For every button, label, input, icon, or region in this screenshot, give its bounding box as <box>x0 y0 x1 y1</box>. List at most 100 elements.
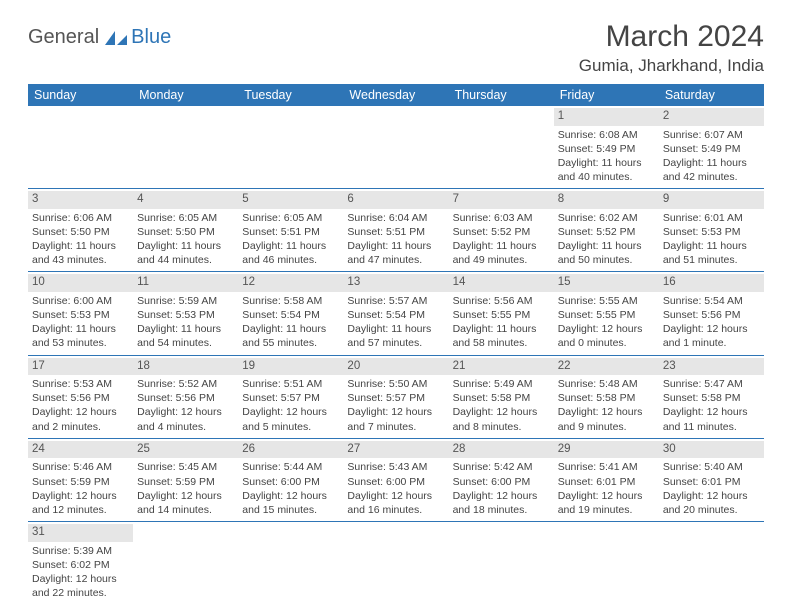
sunrise-text: Sunrise: 5:40 AM <box>663 460 760 474</box>
day-number: 8 <box>554 191 659 209</box>
sunset-text: Sunset: 5:54 PM <box>347 308 444 322</box>
daylight-text: Daylight: 12 hours and 20 minutes. <box>663 489 760 517</box>
sunrise-text: Sunrise: 5:41 AM <box>558 460 655 474</box>
daylight-text: Daylight: 11 hours and 40 minutes. <box>558 156 655 184</box>
day-number: 9 <box>659 191 764 209</box>
calendar-day-cell: 3Sunrise: 6:06 AMSunset: 5:50 PMDaylight… <box>28 189 133 272</box>
calendar-day-cell <box>343 106 448 189</box>
sunrise-text: Sunrise: 6:00 AM <box>32 294 129 308</box>
sunrise-text: Sunrise: 6:05 AM <box>137 211 234 225</box>
day-number: 30 <box>659 441 764 459</box>
day-number: 11 <box>133 274 238 292</box>
sunset-text: Sunset: 6:00 PM <box>347 475 444 489</box>
day-number: 6 <box>343 191 448 209</box>
calendar-day-cell: 16 Sunrise: 5:54 AMSunset: 5:56 PMDayligh… <box>659 272 764 355</box>
sunrise-text: Sunrise: 5:42 AM <box>453 460 550 474</box>
sunrise-text: Sunrise: 5:48 AM <box>558 377 655 391</box>
sunrise-text: Sunrise: 5:43 AM <box>347 460 444 474</box>
sunset-text: Sunset: 5:57 PM <box>347 391 444 405</box>
sunset-text: Sunset: 5:59 PM <box>137 475 234 489</box>
sunset-text: Sunset: 5:56 PM <box>137 391 234 405</box>
calendar-day-cell: 26Sunrise: 5:44 AMSunset: 6:00 PMDayligh… <box>238 438 343 521</box>
day-number: 7 <box>449 191 554 209</box>
daylight-text: Daylight: 11 hours and 47 minutes. <box>347 239 444 267</box>
calendar-day-cell: 15Sunrise: 5:55 AMSunset: 5:55 PMDayligh… <box>554 272 659 355</box>
calendar-day-cell: 21Sunrise: 5:49 AMSunset: 5:58 PMDayligh… <box>449 355 554 438</box>
calendar-day-cell: 23Sunrise: 5:47 AMSunset: 5:58 PMDayligh… <box>659 355 764 438</box>
sunrise-text: Sunrise: 5:52 AM <box>137 377 234 391</box>
calendar-day-cell <box>28 106 133 189</box>
calendar-day-cell: 6Sunrise: 6:04 AMSunset: 5:51 PMDaylight… <box>343 189 448 272</box>
sunset-text: Sunset: 5:51 PM <box>347 225 444 239</box>
day-header: Friday <box>554 84 659 106</box>
sunrise-text: Sunrise: 6:01 AM <box>663 211 760 225</box>
day-number: 13 <box>343 274 448 292</box>
calendar-day-cell <box>449 106 554 189</box>
sunrise-text: Sunrise: 5:54 AM <box>663 294 760 308</box>
sunrise-text: Sunrise: 5:56 AM <box>453 294 550 308</box>
sunset-text: Sunset: 5:56 PM <box>663 308 760 322</box>
sunrise-text: Sunrise: 5:49 AM <box>453 377 550 391</box>
daylight-text: Daylight: 12 hours and 11 minutes. <box>663 405 760 433</box>
sunset-text: Sunset: 5:55 PM <box>558 308 655 322</box>
day-header: Thursday <box>449 84 554 106</box>
calendar-day-cell: 17Sunrise: 5:53 AMSunset: 5:56 PMDayligh… <box>28 355 133 438</box>
sunset-text: Sunset: 5:58 PM <box>558 391 655 405</box>
calendar-day-cell <box>343 522 448 605</box>
daylight-text: Daylight: 11 hours and 54 minutes. <box>137 322 234 350</box>
daylight-text: Daylight: 12 hours and 16 minutes. <box>347 489 444 517</box>
calendar-day-cell: 9Sunrise: 6:01 AMSunset: 5:53 PMDaylight… <box>659 189 764 272</box>
day-number: 17 <box>28 358 133 376</box>
day-number: 19 <box>238 358 343 376</box>
daylight-text: Daylight: 11 hours and 55 minutes. <box>242 322 339 350</box>
sunset-text: Sunset: 6:01 PM <box>558 475 655 489</box>
logo-text-blue: Blue <box>131 26 171 49</box>
daylight-text: Daylight: 12 hours and 18 minutes. <box>453 489 550 517</box>
sunset-text: Sunset: 6:02 PM <box>32 558 129 572</box>
sunset-text: Sunset: 5:58 PM <box>453 391 550 405</box>
daylight-text: Daylight: 11 hours and 44 minutes. <box>137 239 234 267</box>
day-number: 22 <box>554 358 659 376</box>
daylight-text: Daylight: 12 hours and 5 minutes. <box>242 405 339 433</box>
day-number: 2 <box>659 108 764 126</box>
calendar-day-cell: 1Sunrise: 6:08 AMSunset: 5:49 PMDaylight… <box>554 106 659 189</box>
calendar-day-cell <box>449 522 554 605</box>
logo: General Blue <box>28 20 171 49</box>
calendar-day-cell: 13Sunrise: 5:57 AMSunset: 5:54 PMDayligh… <box>343 272 448 355</box>
calendar-day-cell: 25Sunrise: 5:45 AMSunset: 5:59 PMDayligh… <box>133 438 238 521</box>
day-number: 14 <box>449 274 554 292</box>
calendar-day-cell: 27Sunrise: 5:43 AMSunset: 6:00 PMDayligh… <box>343 438 448 521</box>
sunset-text: Sunset: 5:52 PM <box>558 225 655 239</box>
calendar-week-row: 17Sunrise: 5:53 AMSunset: 5:56 PMDayligh… <box>28 355 764 438</box>
title-block: March 2024 Gumia, Jharkhand, India <box>579 20 764 76</box>
calendar-week-row: 10 Sunrise: 6:00 AMSunset: 5:53 PM Dayligh… <box>28 272 764 355</box>
day-number: 25 <box>133 441 238 459</box>
daylight-text: Daylight: 11 hours and 46 minutes. <box>242 239 339 267</box>
day-header-row: Sunday Monday Tuesday Wednesday Thursday… <box>28 84 764 106</box>
calendar-week-row: 3Sunrise: 6:06 AMSunset: 5:50 PMDaylight… <box>28 189 764 272</box>
sunrise-text: Sunrise: 5:50 AM <box>347 377 444 391</box>
day-header: Monday <box>133 84 238 106</box>
calendar-day-cell: 4Sunrise: 6:05 AMSunset: 5:50 PMDaylight… <box>133 189 238 272</box>
calendar-day-cell: 5Sunrise: 6:05 AMSunset: 5:51 PMDaylight… <box>238 189 343 272</box>
calendar-day-cell <box>238 522 343 605</box>
daylight-text: Daylight: 12 hours and 1 minute. <box>663 322 760 350</box>
day-number: 10 <box>28 274 133 292</box>
day-header: Wednesday <box>343 84 448 106</box>
sunrise-text: Sunrise: 6:08 AM <box>558 128 655 142</box>
calendar-day-cell: 7Sunrise: 6:03 AMSunset: 5:52 PMDaylight… <box>449 189 554 272</box>
day-number: 21 <box>449 358 554 376</box>
day-number: 16 <box>659 274 764 292</box>
daylight-text: Daylight: 12 hours and 12 minutes. <box>32 489 129 517</box>
calendar-table: Sunday Monday Tuesday Wednesday Thursday… <box>28 84 764 604</box>
calendar-day-cell <box>133 522 238 605</box>
sunset-text: Sunset: 5:53 PM <box>32 308 129 322</box>
calendar-day-cell: 20Sunrise: 5:50 AMSunset: 5:57 PMDayligh… <box>343 355 448 438</box>
sunrise-text: Sunrise: 6:02 AM <box>558 211 655 225</box>
daylight-text: Daylight: 12 hours and 4 minutes. <box>137 405 234 433</box>
calendar-day-cell: 14Sunrise: 5:56 AMSunset: 5:55 PMDayligh… <box>449 272 554 355</box>
sunset-text: Sunset: 5:51 PM <box>242 225 339 239</box>
calendar-day-cell: 11Sunrise: 5:59 AMSunset: 5:53 PMDayligh… <box>133 272 238 355</box>
sunrise-text: Sunrise: 5:46 AM <box>32 460 129 474</box>
day-number: 15 <box>554 274 659 292</box>
